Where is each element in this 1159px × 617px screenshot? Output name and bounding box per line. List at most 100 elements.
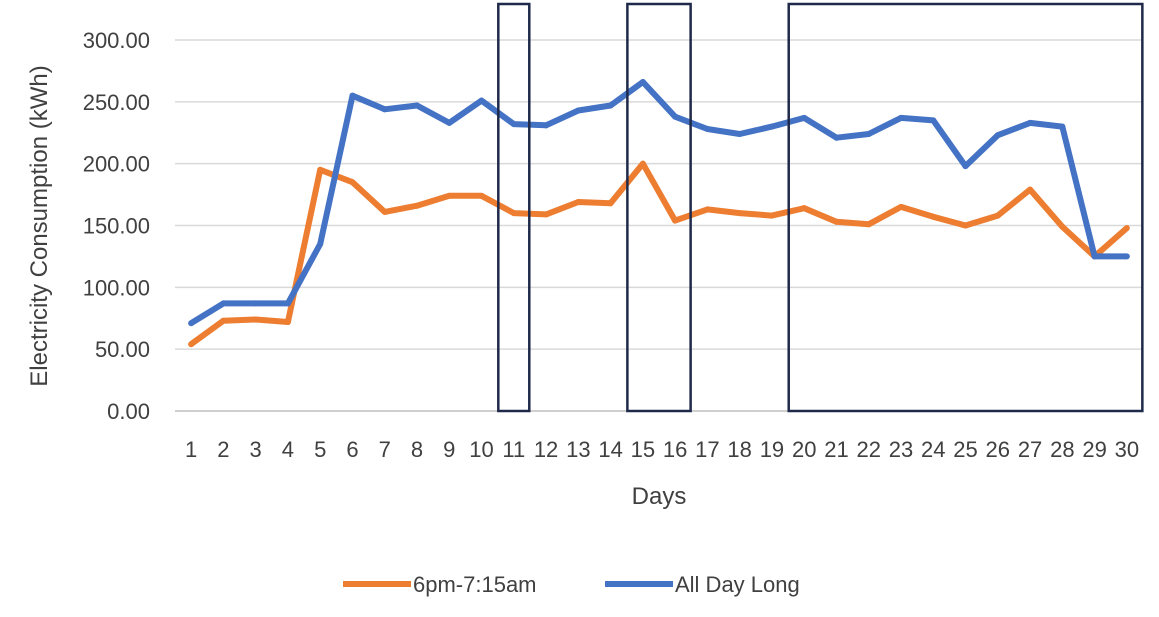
data-point (962, 222, 969, 229)
series-line-1 (189, 160, 1129, 347)
highlight-boxes (497, 2, 1144, 413)
data-point (930, 213, 937, 220)
y-tick-label: 150.00 (83, 214, 150, 239)
x-tick-label: 18 (727, 437, 751, 462)
data-point (833, 134, 840, 141)
x-tick-label: 29 (1082, 437, 1106, 462)
legend-label: All Day Long (675, 572, 800, 597)
data-point (381, 106, 388, 113)
data-point (1059, 223, 1066, 230)
y-tick-label: 50.00 (95, 337, 150, 362)
data-point (704, 206, 711, 213)
data-point (898, 203, 904, 210)
data-point (1059, 123, 1066, 130)
x-tick-label: 17 (695, 437, 719, 462)
data-point (801, 114, 808, 121)
data-point (962, 163, 969, 170)
data-point (284, 318, 291, 325)
data-point (607, 102, 614, 109)
data-point (801, 205, 808, 212)
data-point (704, 126, 711, 133)
x-tick-label: 9 (443, 437, 455, 462)
data-point (1027, 119, 1034, 126)
x-tick-label: 8 (411, 437, 423, 462)
data-point (349, 92, 356, 99)
data-point (543, 211, 550, 218)
x-tick-label: 24 (921, 437, 945, 462)
data-point (510, 210, 517, 217)
series-line-2 (189, 79, 1127, 326)
y-tick-label: 300.00 (83, 28, 150, 53)
x-tick-label: 19 (760, 437, 784, 462)
data-point (994, 212, 1001, 219)
x-tick-label: 28 (1050, 437, 1074, 462)
data-point (865, 130, 872, 137)
legend-label: 6pm-7:15am (413, 572, 537, 597)
data-point (994, 132, 1001, 139)
data-point (349, 179, 356, 186)
data-point (768, 123, 775, 130)
x-tick-label: 14 (598, 437, 622, 462)
data-point (639, 79, 646, 86)
data-point (220, 317, 227, 324)
x-tick-label: 23 (889, 437, 913, 462)
data-point (478, 192, 485, 199)
data-point (575, 199, 582, 206)
highlight-box (497, 2, 531, 413)
data-point (478, 97, 485, 104)
data-point (736, 130, 743, 137)
y-tick-label: 200.00 (83, 152, 150, 177)
x-tick-label: 30 (1115, 437, 1139, 462)
x-tick-label: 26 (986, 437, 1010, 462)
data-point (317, 241, 324, 248)
data-point (1027, 186, 1034, 193)
data-point (672, 113, 679, 120)
x-tick-label: 16 (663, 437, 687, 462)
data-point (575, 107, 582, 114)
data-point (768, 212, 775, 219)
data-point (1091, 253, 1098, 260)
data-point (414, 202, 420, 209)
x-tick-label: 21 (824, 437, 848, 462)
highlight-box (626, 2, 692, 413)
y-axis-tick-labels: 0.00 50.00 100.00 150.00 200.00 250.00 300.00 (83, 28, 150, 424)
data-point (317, 166, 324, 173)
x-axis-title: Days (632, 483, 687, 510)
x-tick-label: 25 (953, 437, 977, 462)
data-point (220, 300, 227, 307)
data-point (446, 192, 453, 199)
x-tick-label: 1 (185, 437, 197, 462)
x-tick-label: 20 (792, 437, 816, 462)
data-point (639, 160, 646, 167)
x-tick-label: 7 (379, 437, 391, 462)
data-point (543, 122, 550, 129)
data-point (736, 210, 743, 217)
x-tick-label: 2 (217, 437, 229, 462)
data-point (188, 320, 195, 327)
x-tick-label: 27 (1018, 437, 1042, 462)
y-tick-label: 250.00 (83, 90, 150, 115)
series-lines (188, 79, 1130, 348)
y-tick-label: 100.00 (83, 275, 150, 300)
data-point (252, 300, 259, 307)
highlight-box (787, 2, 1144, 413)
data-point (1123, 253, 1130, 260)
data-point (381, 208, 388, 215)
data-point (833, 218, 840, 225)
data-point (446, 119, 453, 126)
data-point (672, 217, 679, 224)
legend: 6pm-7:15am All Day Long (343, 572, 800, 597)
data-point (188, 341, 195, 348)
data-point (414, 102, 420, 109)
y-axis-title: Electricity Consumption (kWh) (26, 65, 53, 386)
x-tick-label: 15 (631, 437, 655, 462)
data-point (865, 221, 872, 228)
data-point (607, 200, 614, 207)
x-tick-label: 6 (346, 437, 358, 462)
x-axis-tick-labels: 1 2 3 4 5 6 7 8 9 10 11 12 13 14 15 16 17 18 19 20 21 22 23 24 2… (185, 437, 1139, 462)
x-tick-label: 11 (502, 437, 525, 462)
data-point (898, 114, 904, 121)
x-tick-label: 5 (314, 437, 326, 462)
data-point (930, 117, 937, 124)
data-point (1123, 224, 1130, 231)
